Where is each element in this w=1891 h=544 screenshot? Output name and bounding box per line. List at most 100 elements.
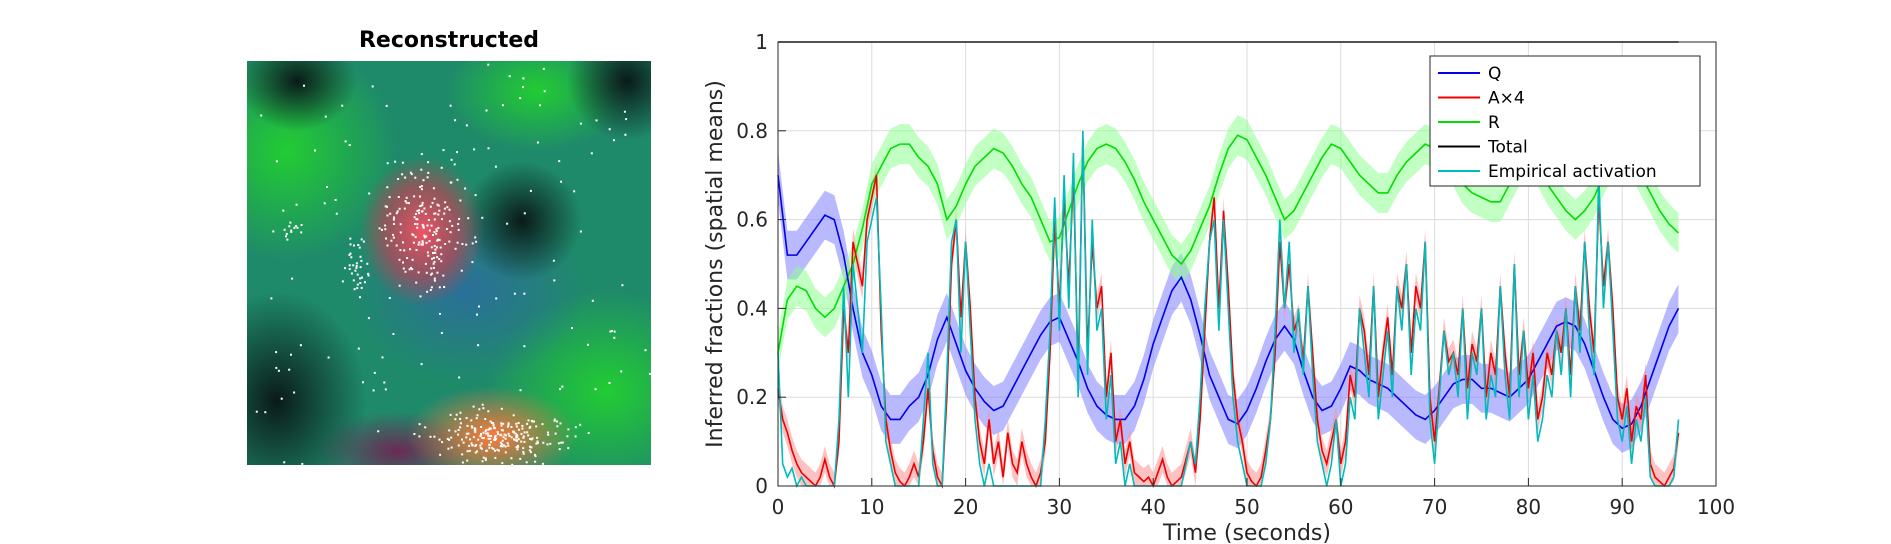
- scatter-dot: [468, 449, 471, 452]
- scatter-dot: [359, 266, 362, 269]
- scatter-dot: [441, 441, 444, 444]
- scatter-dot: [497, 433, 499, 435]
- scatter-dot: [510, 436, 513, 439]
- scatter-dot: [454, 418, 457, 421]
- scatter-dot: [348, 144, 351, 146]
- scatter-dot: [507, 444, 510, 447]
- scatter-dot: [457, 433, 460, 436]
- scatter-dot: [392, 236, 395, 239]
- scatter-dot: [419, 295, 422, 298]
- scatter-dot: [434, 212, 437, 215]
- scatter-dot: [401, 161, 404, 164]
- scatter-dot: [277, 369, 280, 372]
- scatter-dot: [519, 389, 522, 392]
- scatter-dot: [429, 205, 432, 208]
- scatter-dot: [459, 422, 462, 425]
- scatter-dot: [474, 430, 477, 433]
- scatter-dot: [433, 277, 436, 280]
- scatter-dot: [264, 411, 267, 414]
- scatter-dot: [553, 418, 556, 421]
- scatter-dot: [553, 419, 556, 422]
- scatter-dot: [613, 336, 616, 339]
- scatter-dot: [520, 440, 523, 443]
- scatter-dot: [494, 438, 497, 441]
- scatter-dot: [344, 267, 346, 270]
- scatter-dot: [349, 252, 352, 255]
- scatter-dot: [511, 463, 514, 465]
- scatter-dot: [334, 199, 337, 201]
- axis-ticks: 0 10 20 30 40 50 60 70 80 90 100 0 0.2 0.4 0.6 0.8 1: [736, 30, 1735, 519]
- scatter-dot: [506, 425, 509, 428]
- scatter-dot: [409, 171, 412, 174]
- scatter-dot: [359, 296, 361, 299]
- scatter-dot: [364, 281, 366, 284]
- scatter-dot: [350, 256, 353, 259]
- scatter-dot: [349, 243, 352, 246]
- scatter-dot: [430, 246, 433, 249]
- y-tick-label: 0.4: [736, 296, 768, 320]
- scatter-dot: [440, 253, 443, 256]
- scatter-dot: [455, 413, 458, 416]
- scatter-dot: [459, 199, 462, 202]
- scatter-dot: [358, 246, 361, 249]
- scatter-dot: [507, 432, 510, 435]
- scatter-dot: [567, 447, 570, 450]
- scatter-dot: [367, 272, 370, 275]
- scatter-dot: [427, 171, 430, 174]
- scatter-dot: [255, 410, 258, 413]
- series-line-a-4: [777, 139, 1680, 489]
- scatter-dot: [523, 431, 526, 434]
- scatter-dot: [419, 186, 422, 188]
- scatter-dot: [444, 243, 447, 245]
- scatter-dot: [418, 423, 421, 426]
- scatter-dot: [314, 149, 316, 152]
- scatter-dot: [404, 270, 407, 273]
- scatter-dot: [487, 63, 490, 66]
- scatter-dot: [413, 216, 416, 219]
- scatter-dot: [516, 444, 519, 447]
- scatter-dot: [479, 447, 482, 449]
- scatter-dot: [373, 371, 376, 374]
- scatter-dot: [560, 441, 563, 444]
- scatter-dot: [327, 356, 330, 359]
- scatter-dot: [579, 122, 582, 125]
- scatter-dot: [457, 223, 460, 226]
- scatter-dot: [420, 243, 423, 246]
- scatter-dot: [438, 258, 441, 260]
- scatter-dot: [489, 427, 492, 430]
- scatter-dot: [556, 425, 559, 428]
- scatter-dot: [501, 429, 504, 432]
- scatter-dot: [493, 436, 496, 439]
- scatter-dot: [527, 434, 530, 437]
- scatter-dot: [521, 427, 524, 430]
- scatter-dot: [497, 449, 500, 452]
- scatter-dot: [448, 220, 451, 223]
- scatter-dot: [490, 441, 492, 444]
- scatter-dot: [504, 437, 507, 440]
- scatter-dot: [552, 259, 555, 262]
- scatter-dot: [475, 417, 478, 420]
- scatter-dot: [448, 240, 451, 243]
- scatter-dot: [526, 431, 529, 434]
- scatter-dot: [557, 442, 560, 445]
- scatter-dot: [350, 272, 353, 275]
- scatter-dot: [523, 212, 526, 215]
- scatter-dot: [644, 349, 647, 352]
- scatter-dot: [412, 241, 415, 244]
- scatter-dot: [513, 438, 515, 441]
- scatter-dot: [499, 445, 502, 448]
- scatter-dot: [439, 312, 441, 315]
- scatter-dot: [443, 212, 446, 215]
- scatter-dot: [386, 214, 389, 217]
- scatter-dot: [392, 233, 394, 236]
- scatter-dot: [399, 249, 402, 252]
- scatter-dot: [493, 438, 496, 441]
- scatter-dot: [341, 104, 344, 107]
- scatter-dot: [406, 257, 409, 259]
- scatter-dot: [275, 351, 278, 354]
- scatter-dot: [409, 248, 411, 251]
- scatter-dot: [547, 431, 549, 434]
- scatter-dot: [449, 231, 452, 234]
- scatter-dot: [356, 287, 359, 290]
- scatter-dot: [381, 356, 384, 359]
